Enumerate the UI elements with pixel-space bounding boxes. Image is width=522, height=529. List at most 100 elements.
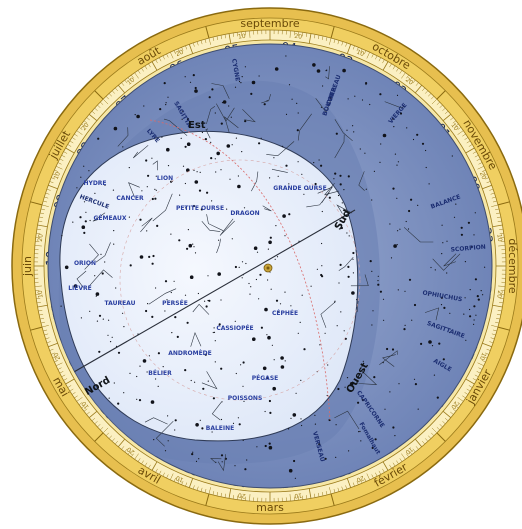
- date-tick: [57, 367, 62, 370]
- star: [163, 82, 166, 85]
- month-separator: [94, 432, 104, 442]
- star: [449, 331, 451, 334]
- star: [79, 216, 82, 219]
- date-tick: [496, 313, 501, 316]
- star: [417, 408, 419, 410]
- date-tick: [148, 63, 151, 68]
- star: [347, 98, 349, 100]
- constellation-figure: [201, 371, 218, 390]
- date-tick: [382, 468, 385, 473]
- date-tick: [185, 45, 188, 50]
- day-number: 20: [126, 445, 136, 455]
- date-tick: [86, 117, 90, 121]
- star: [181, 118, 183, 120]
- date-tick: [442, 107, 446, 111]
- star: [117, 351, 121, 354]
- star: [211, 200, 213, 202]
- constellation-label: CANCER: [116, 195, 144, 202]
- constellation-figure: [379, 350, 398, 366]
- star: [327, 364, 329, 366]
- star: [98, 350, 101, 353]
- star: [449, 312, 451, 314]
- date-tick: [491, 333, 496, 336]
- star: [184, 145, 187, 148]
- day-number: 10: [404, 445, 414, 455]
- star: [473, 234, 475, 236]
- constellation-label: PERSÉE: [162, 299, 188, 307]
- date-tick: [483, 173, 488, 176]
- date-tick: [151, 61, 158, 71]
- star: [291, 98, 293, 100]
- star: [348, 235, 350, 237]
- star: [234, 465, 236, 467]
- month-separator: [497, 201, 510, 206]
- star: [60, 305, 62, 307]
- date-tick: [74, 133, 78, 137]
- star: [269, 177, 271, 179]
- constellation-figure: [210, 458, 222, 463]
- date-tick: [306, 495, 308, 500]
- date-tick: [40, 321, 45, 324]
- constellation-label: TAUREAU: [104, 300, 135, 307]
- star: [389, 391, 391, 393]
- star: [318, 159, 320, 161]
- star: [211, 88, 214, 91]
- star: [352, 272, 354, 274]
- star: [234, 320, 236, 322]
- constellation-label: POISSONS: [228, 395, 263, 402]
- date-tick: [44, 196, 49, 199]
- star: [280, 365, 285, 369]
- star: [167, 165, 170, 167]
- star: [195, 423, 199, 427]
- constellation-figure: [117, 127, 129, 147]
- date-tick: [78, 127, 83, 130]
- star: [220, 299, 222, 301]
- constellation-labels-light: GRANDE OURSE PETITE OURSE CASSIOPÉE CÉPHÉE D…: [68, 175, 326, 432]
- star: [153, 439, 155, 441]
- star: [221, 461, 223, 463]
- meridian-line: [59, 209, 356, 381]
- equator-circle: [119, 159, 361, 401]
- constellation-figure: [206, 214, 224, 231]
- constellation-figure: [132, 145, 149, 159]
- day-number: 20: [80, 122, 90, 132]
- date-tick: [430, 432, 435, 436]
- star: [242, 439, 244, 441]
- constellation-figure: [140, 217, 153, 233]
- date-tick: [114, 440, 118, 445]
- star: [166, 299, 168, 301]
- date-tick: [489, 341, 494, 344]
- month-separator: [330, 26, 335, 39]
- star: [123, 392, 125, 394]
- star: [111, 336, 113, 338]
- star: [326, 394, 328, 397]
- date-tick: [356, 481, 359, 485]
- star: [234, 265, 237, 269]
- star: [349, 382, 354, 386]
- star: [199, 171, 201, 173]
- star: [207, 380, 209, 382]
- constellation-figure: [190, 331, 202, 347]
- star: [297, 112, 299, 114]
- date-tick: [364, 477, 367, 482]
- day-number: 10: [37, 290, 45, 299]
- star: [122, 312, 124, 314]
- star: [268, 240, 272, 245]
- star: [312, 63, 316, 67]
- star: [397, 161, 399, 163]
- star: [182, 110, 184, 112]
- date-tick: [216, 491, 219, 497]
- date-tick: [38, 220, 43, 222]
- date-tick: [173, 477, 176, 482]
- date-tick: [81, 405, 85, 409]
- star: [138, 399, 142, 402]
- star: [200, 208, 203, 211]
- day-number: 10: [53, 171, 62, 181]
- star: [300, 418, 302, 420]
- star: [325, 70, 327, 72]
- day-number: 20: [237, 491, 246, 499]
- star: [201, 131, 203, 134]
- date-tick: [249, 30, 251, 38]
- date-tick: [389, 63, 392, 68]
- constellation-figure: [84, 243, 99, 270]
